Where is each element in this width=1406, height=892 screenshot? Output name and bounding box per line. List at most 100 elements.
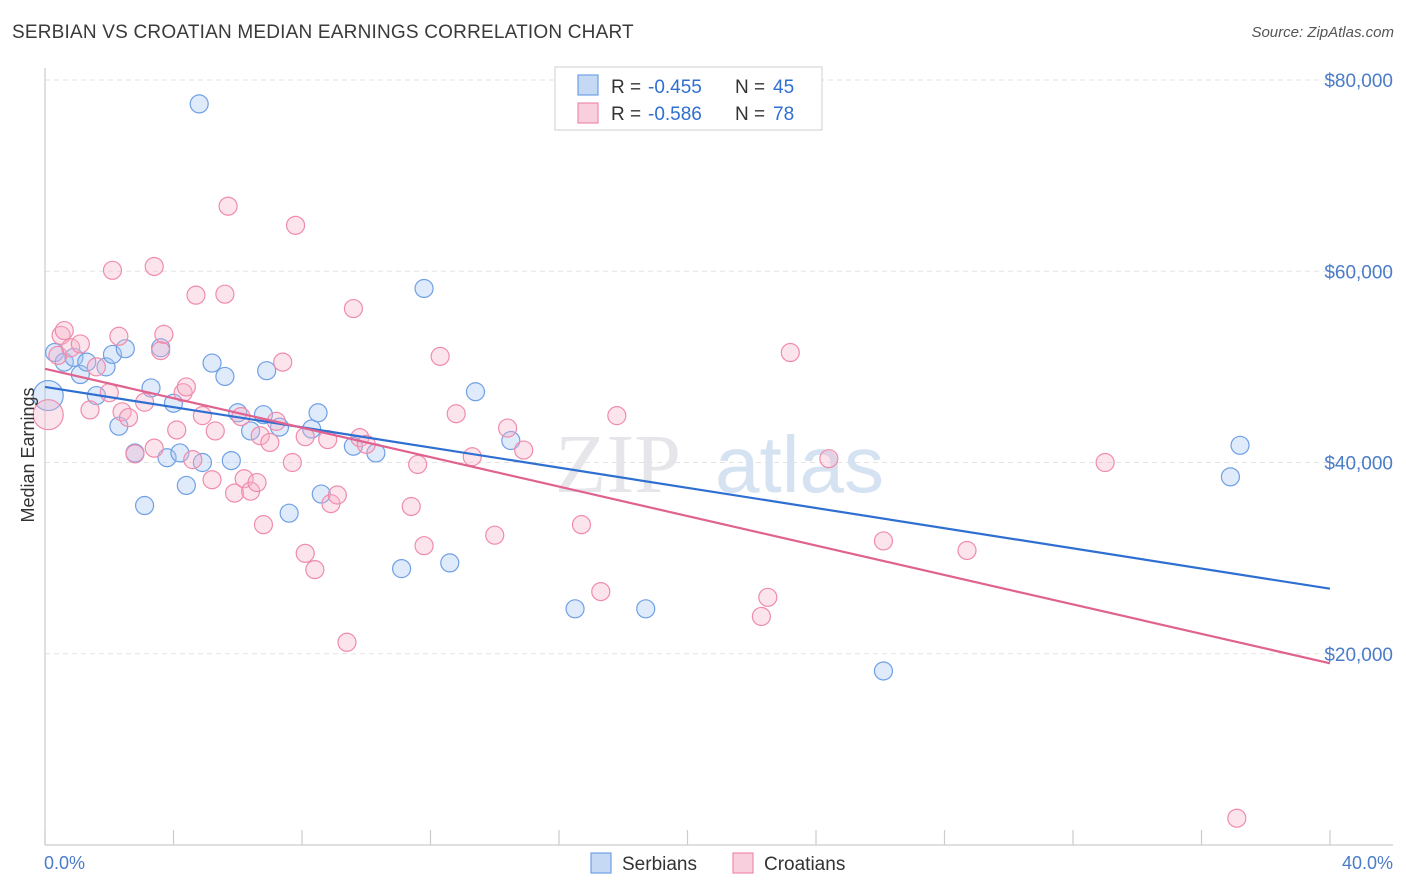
legend-n-value-1: 45 bbox=[773, 77, 794, 98]
legend-n-value-2: 78 bbox=[773, 104, 794, 125]
serbians-point bbox=[257, 361, 277, 381]
croatians-point bbox=[446, 404, 466, 424]
croatians-point bbox=[218, 196, 238, 216]
serbians-point bbox=[96, 357, 116, 377]
legend-r-label-2: R = bbox=[611, 104, 641, 125]
croatians-point bbox=[571, 515, 592, 535]
croatians-point bbox=[102, 260, 123, 280]
croatians-point bbox=[327, 485, 347, 505]
croatians-point bbox=[337, 632, 357, 652]
croatians-point bbox=[1095, 452, 1115, 473]
chart-title: SERBIAN VS CROATIAN MEDIAN EARNINGS CORR… bbox=[12, 22, 634, 43]
serbians-trend-line bbox=[44, 385, 1331, 590]
croatians-point bbox=[32, 399, 64, 431]
croatians-point bbox=[780, 342, 800, 363]
y-axis-label: Median Earnings bbox=[18, 387, 38, 522]
bottom-legend-swatch-croatians bbox=[732, 852, 754, 874]
croatians-point bbox=[80, 400, 100, 420]
serbians-point bbox=[873, 661, 894, 681]
serbians-point bbox=[221, 450, 241, 471]
y-tick-labels: $20,000 $40,000 $60,000 $80,000 bbox=[1324, 71, 1393, 666]
croatians-point bbox=[408, 454, 428, 475]
serbians-point bbox=[157, 448, 177, 468]
bottom-legend-label-croatians: Croatians bbox=[764, 854, 845, 875]
croatians-point bbox=[224, 483, 245, 503]
croatians-point bbox=[462, 447, 482, 467]
legend-r-value-2: -0.586 bbox=[648, 104, 702, 125]
serbians-point bbox=[501, 430, 521, 451]
croatians-point bbox=[205, 421, 225, 441]
croatians-trend-line bbox=[44, 367, 1331, 665]
croatians-point bbox=[176, 377, 196, 397]
croatians-point bbox=[151, 341, 171, 361]
legend-r-value-1: -0.455 bbox=[648, 77, 702, 98]
croatians-point bbox=[498, 418, 518, 438]
croatians-point bbox=[285, 215, 306, 235]
croatians-point bbox=[253, 515, 274, 535]
serbians-point bbox=[414, 278, 434, 299]
croatians-point bbox=[215, 284, 235, 304]
series-legend: Serbians Croatians bbox=[590, 852, 845, 875]
axes bbox=[44, 68, 1393, 846]
serbians-point bbox=[134, 495, 155, 516]
bottom-legend-label-serbians: Serbians bbox=[622, 854, 697, 875]
croatians-point bbox=[109, 326, 129, 346]
croatians-point bbox=[873, 531, 894, 551]
legend-swatch-serbians bbox=[577, 74, 599, 96]
serbians-point bbox=[465, 382, 486, 402]
serbians-point bbox=[215, 366, 235, 387]
croatians-point bbox=[758, 587, 778, 607]
croatians-point bbox=[260, 432, 280, 453]
croatians-point bbox=[202, 470, 222, 490]
croatians-point bbox=[61, 338, 81, 358]
croatians-point bbox=[819, 449, 839, 469]
legend-n-label-1: N = bbox=[735, 77, 765, 98]
croatians-point bbox=[144, 256, 164, 277]
croatians-point bbox=[186, 285, 206, 305]
croatians-point bbox=[282, 452, 302, 473]
source-credit: Source: ZipAtlas.com bbox=[1251, 24, 1394, 41]
croatians-point bbox=[514, 440, 534, 460]
x-tick-label-min: 0.0% bbox=[44, 853, 85, 873]
serbians-point bbox=[1230, 435, 1250, 455]
croatians-point bbox=[957, 540, 977, 561]
croatians-point bbox=[250, 426, 270, 446]
croatians-point bbox=[192, 406, 213, 426]
serbians-point bbox=[391, 559, 412, 579]
croatians-point bbox=[591, 581, 611, 602]
y-tick-label-0: $20,000 bbox=[1324, 645, 1393, 666]
croatians-point bbox=[167, 420, 187, 440]
y-tick-label-2: $60,000 bbox=[1324, 262, 1393, 283]
croatians-point bbox=[273, 352, 293, 372]
serbians-point bbox=[1220, 467, 1241, 487]
data-points bbox=[32, 94, 1250, 828]
y-tick-label-3: $80,000 bbox=[1324, 71, 1393, 92]
legend-n-label-2: N = bbox=[735, 104, 765, 125]
croatians-point bbox=[154, 324, 174, 344]
croatians-point bbox=[125, 444, 145, 464]
serbians-point bbox=[189, 94, 209, 114]
croatians-point bbox=[401, 496, 421, 517]
trend-lines bbox=[44, 367, 1331, 665]
serbians-point bbox=[440, 553, 460, 573]
serbians-point bbox=[241, 421, 261, 441]
croatians-point bbox=[234, 469, 254, 489]
serbians-point bbox=[279, 503, 299, 523]
y-tick-label-1: $40,000 bbox=[1324, 454, 1393, 475]
croatians-point bbox=[118, 407, 139, 428]
croatians-point bbox=[54, 320, 74, 341]
watermark-zip: ZIP bbox=[555, 418, 681, 511]
serbians-point bbox=[77, 352, 97, 372]
croatians-point bbox=[343, 298, 363, 319]
bottom-legend-swatch-serbians bbox=[590, 852, 612, 874]
croatians-point bbox=[607, 406, 627, 426]
legend-box bbox=[554, 66, 823, 131]
x-tick-label-max: 40.0% bbox=[1342, 853, 1393, 873]
croatians-point bbox=[86, 357, 107, 377]
croatians-point bbox=[144, 438, 164, 458]
stats-legend: R = -0.455 N = 45 R = -0.586 N = 78 bbox=[554, 66, 823, 131]
croatians-point bbox=[173, 383, 193, 403]
croatians-point bbox=[485, 525, 505, 545]
legend-r-label-1: R = bbox=[611, 77, 641, 98]
